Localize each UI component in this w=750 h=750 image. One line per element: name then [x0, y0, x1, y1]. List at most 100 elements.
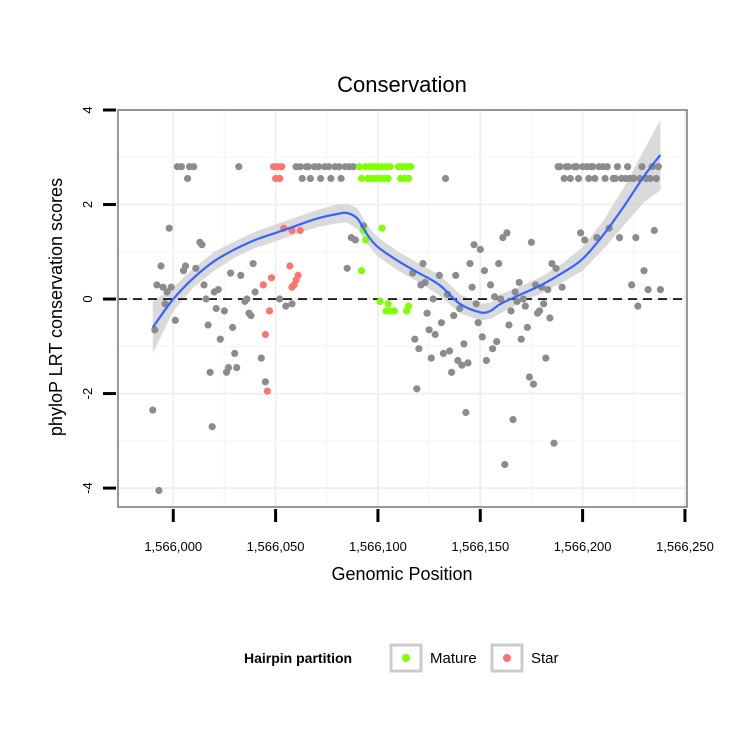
data-point-other [491, 293, 499, 301]
data-point-other [261, 378, 269, 386]
y-tick-label: -4 [80, 482, 95, 494]
data-point-other [327, 174, 335, 183]
data-point-star [294, 271, 302, 279]
data-point-other [521, 302, 529, 310]
data-point-other [452, 271, 460, 279]
data-point-other [511, 288, 519, 296]
data-point-other [628, 281, 636, 289]
data-point-other [611, 174, 620, 183]
data-point-other [489, 345, 497, 353]
data-point-star [267, 274, 276, 282]
data-point-star [278, 163, 286, 171]
data-point-other [151, 326, 159, 334]
data-point-other [439, 349, 447, 357]
legend-title: Hairpin partition [244, 650, 352, 666]
data-point-other [413, 385, 421, 393]
data-point-other [204, 321, 212, 329]
data-point-other [233, 364, 241, 372]
data-points [149, 163, 665, 495]
data-point-other [591, 174, 599, 183]
panel-border [117, 109, 688, 508]
data-point-other [208, 423, 216, 431]
data-point-other [190, 163, 198, 171]
smooth-curve [151, 154, 662, 329]
chart-title: Conservation [337, 72, 467, 97]
data-point-mature [355, 163, 364, 171]
data-point-other [165, 224, 173, 232]
data-point-other [235, 163, 243, 171]
data-point-star [296, 226, 304, 235]
confidence-band [152, 119, 661, 354]
grid [118, 109, 687, 507]
data-point-other [513, 297, 521, 305]
data-point-other [458, 361, 466, 369]
data-point-other [214, 286, 222, 294]
data-point-other [435, 271, 443, 279]
data-point-other [654, 163, 662, 171]
data-point-other [544, 286, 552, 294]
data-point-other [429, 295, 437, 303]
data-point-other [306, 174, 314, 183]
y-tick-label: 4 [80, 106, 95, 113]
data-point-other [585, 174, 593, 183]
y-tick-label: 2 [80, 201, 95, 208]
data-point-other [460, 340, 468, 348]
legend: Hairpin partition Mature Star [244, 643, 559, 673]
data-point-mature [362, 236, 370, 244]
data-point-other [501, 460, 509, 469]
data-point-other [462, 408, 470, 417]
data-point-other [550, 439, 558, 447]
data-point-mature [405, 174, 413, 183]
data-point-other [423, 309, 431, 317]
data-point-other [634, 302, 642, 310]
data-point-other [548, 260, 556, 268]
data-point-other [427, 354, 435, 362]
data-point-mature [358, 174, 366, 183]
data-point-other [466, 260, 474, 268]
data-point-other [632, 234, 640, 242]
y-tick-label: -2 [80, 388, 95, 400]
data-point-other [282, 302, 290, 310]
data-point-star [261, 330, 269, 339]
data-point-other [249, 260, 257, 268]
data-point-other [486, 281, 495, 289]
data-point-other [419, 260, 427, 268]
data-point-other [615, 234, 624, 242]
data-point-other [446, 347, 454, 355]
data-point-other [638, 163, 646, 171]
data-point-other [517, 335, 525, 343]
data-point-other [476, 245, 484, 253]
data-point-other [325, 163, 333, 171]
data-point-other [415, 345, 423, 353]
data-point-star [276, 174, 284, 183]
data-point-mature [386, 163, 394, 171]
data-point-other [276, 295, 284, 303]
data-point-other [257, 354, 265, 362]
data-point-other [646, 174, 654, 183]
data-point-other [536, 307, 544, 315]
data-point-other [157, 262, 165, 270]
data-point-other [192, 264, 200, 272]
data-point-other [542, 354, 550, 362]
legend-label-star: Star [531, 650, 559, 667]
data-point-other [552, 264, 560, 272]
data-point-other [468, 283, 476, 291]
data-point-star [265, 307, 274, 315]
data-point-other [224, 364, 233, 372]
data-point-other [507, 307, 515, 315]
data-point-other [650, 226, 658, 235]
data-point-other [482, 356, 490, 365]
data-point-other [515, 278, 523, 287]
plot-frame [117, 109, 688, 508]
legend-label-mature: Mature [430, 650, 477, 667]
data-point-other [480, 267, 488, 275]
x-tick-label: 1,566,250 [656, 539, 714, 554]
data-point-other [184, 174, 192, 183]
data-point-other [437, 319, 445, 327]
data-point-other [411, 335, 419, 343]
data-point-mature [384, 300, 392, 308]
data-point-other [560, 174, 568, 183]
data-point-other [206, 368, 214, 376]
data-point-other [454, 356, 462, 365]
